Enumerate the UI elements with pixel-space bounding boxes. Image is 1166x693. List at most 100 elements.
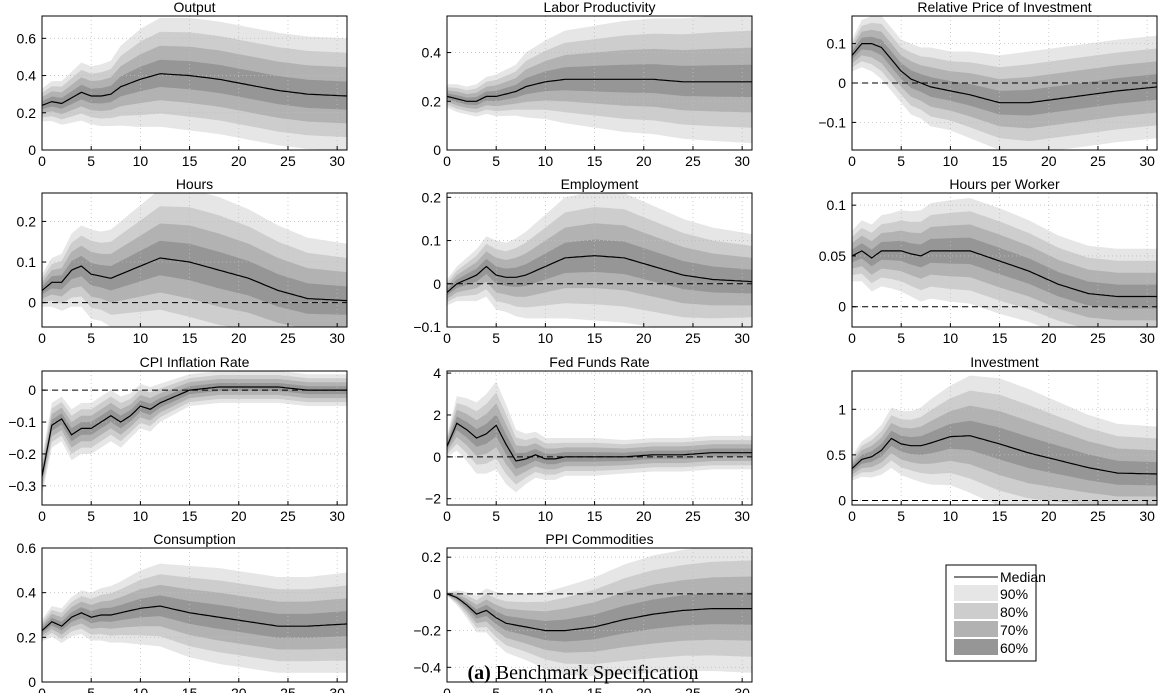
x-tick-label-5: 5 [87, 685, 95, 693]
x-tick-label-25: 25 [280, 685, 296, 693]
x-tick-label-10: 10 [538, 330, 554, 346]
band-60-area [42, 595, 347, 638]
x-tick-label-30: 30 [734, 508, 750, 524]
x-tick-label-10: 10 [538, 508, 554, 524]
axes-box [851, 192, 1158, 328]
plot-area [852, 193, 1157, 327]
x-tick-label-25: 25 [1090, 153, 1106, 169]
legend: Median 90% 80% 70% 60% [945, 564, 1046, 662]
y-tick-label-1: 0.05 [819, 248, 846, 264]
x-tick-label-0: 0 [848, 153, 856, 169]
figure-caption: (a) Benchmark Specification [0, 662, 1166, 685]
plot-area [42, 371, 347, 505]
x-tick-label-15: 15 [587, 330, 603, 346]
legend-band-80-swatch [954, 603, 998, 619]
x-tick-label-30: 30 [734, 153, 750, 169]
x-tick-label-5: 5 [492, 685, 500, 693]
x-tick-label-20: 20 [231, 153, 247, 169]
panel-hours: 0 5 10 15 20 25 30 0 0.1 0.2 Hours [17, 176, 348, 346]
band-80-area [42, 375, 347, 491]
y-tick-label-1: 0.2 [17, 105, 37, 121]
x-tick-label-20: 20 [1041, 153, 1057, 169]
panel-cpi-inflation-rate: 0 5 10 15 20 25 30 −0.3 −0.2 −0.1 0 CPI Inflation R… [8, 354, 348, 524]
y-tick-label-0: −0.1 [818, 114, 846, 130]
band-60-area [852, 420, 1157, 486]
x-tick-label-5: 5 [897, 153, 905, 169]
band-60-area [447, 64, 752, 106]
x-tick-label-5: 5 [492, 508, 500, 524]
panel-hours-per-worker: 0 5 10 15 20 25 30 0 0.05 0.1 Hours per Worker [819, 176, 1158, 346]
y-tick-label-1: 0 [838, 75, 846, 91]
plot-area [42, 548, 347, 682]
x-tick-label-20: 20 [1041, 508, 1057, 524]
y-tick-label-1: 0.5 [827, 447, 847, 463]
x-tick-label-25: 25 [1090, 508, 1106, 524]
y-tick-label-2: 0.1 [827, 197, 847, 213]
y-tick-label-2: −0.1 [8, 414, 36, 430]
x-tick-label-30: 30 [1139, 153, 1155, 169]
axes-box [446, 370, 753, 506]
x-tick-label-30: 30 [329, 685, 345, 693]
plot-area [42, 193, 347, 327]
panel-title: Investment [970, 354, 1039, 370]
panel-title: Consumption [153, 531, 236, 547]
axes-box [41, 547, 348, 683]
median-line [852, 435, 1157, 475]
x-tick-label-0: 0 [443, 330, 451, 346]
x-tick-label-0: 0 [38, 685, 46, 693]
y-tick-label-0: 0 [28, 674, 36, 690]
x-tick-label-10: 10 [538, 685, 554, 693]
plot-area [852, 371, 1157, 505]
x-tick-label-20: 20 [636, 153, 652, 169]
band-60-area [447, 239, 752, 296]
x-tick-label-20: 20 [231, 330, 247, 346]
x-tick-label-0: 0 [38, 153, 46, 169]
panel-title: Fed Funds Rate [549, 354, 650, 370]
legend-band-60-label: 60% [1000, 640, 1028, 656]
caption-label: (a) [467, 662, 491, 684]
y-tick-label-3: 0.6 [17, 30, 37, 46]
x-tick-label-15: 15 [587, 685, 603, 693]
y-tick-label-2: 0.4 [17, 585, 37, 601]
x-tick-label-0: 0 [38, 330, 46, 346]
median-line [42, 257, 347, 302]
axes-box [41, 15, 348, 151]
panel-title: Hours per Worker [949, 176, 1060, 192]
x-tick-label-20: 20 [231, 685, 247, 693]
x-tick-label-0: 0 [38, 508, 46, 524]
x-tick-label-10: 10 [133, 330, 149, 346]
plot-area [447, 548, 752, 682]
x-tick-label-10: 10 [943, 330, 959, 346]
x-tick-label-15: 15 [182, 685, 198, 693]
panel-consumption: 0 5 10 15 20 25 30 0 0.2 0.4 0.6 Consumption [17, 531, 348, 693]
x-tick-label-15: 15 [182, 508, 198, 524]
y-tick-label-1: 0.2 [422, 93, 442, 109]
x-tick-label-20: 20 [231, 508, 247, 524]
panel-title: Relative Price of Investment [917, 0, 1091, 15]
x-tick-label-25: 25 [685, 508, 701, 524]
x-tick-label-15: 15 [182, 153, 198, 169]
median-line [852, 43, 1157, 104]
y-tick-label-2: 0.4 [17, 68, 37, 84]
x-tick-label-5: 5 [87, 330, 95, 346]
median-line [447, 255, 752, 293]
x-tick-label-5: 5 [897, 508, 905, 524]
plot-area [447, 193, 752, 327]
x-tick-label-20: 20 [1041, 330, 1057, 346]
y-tick-label-1: −0.2 [413, 623, 441, 639]
axes-box [41, 370, 348, 506]
panel-ppi-commodities: 0 5 10 15 20 25 30 −0.4 −0.2 0 0.2 PPI Commodities [413, 531, 753, 693]
x-tick-label-5: 5 [492, 153, 500, 169]
x-tick-label-25: 25 [685, 685, 701, 693]
legend-band-90-label: 90% [1000, 586, 1028, 602]
axes-box [41, 192, 348, 328]
legend-band-70-swatch [954, 621, 998, 637]
panel-title: Labor Productivity [543, 0, 655, 15]
panel-title: Hours [176, 176, 213, 192]
y-tick-label-0: −0.3 [8, 478, 36, 494]
axes-box [446, 15, 753, 151]
x-tick-label-5: 5 [87, 508, 95, 524]
y-tick-label-2: 1 [838, 401, 846, 417]
axes-box [851, 370, 1158, 506]
